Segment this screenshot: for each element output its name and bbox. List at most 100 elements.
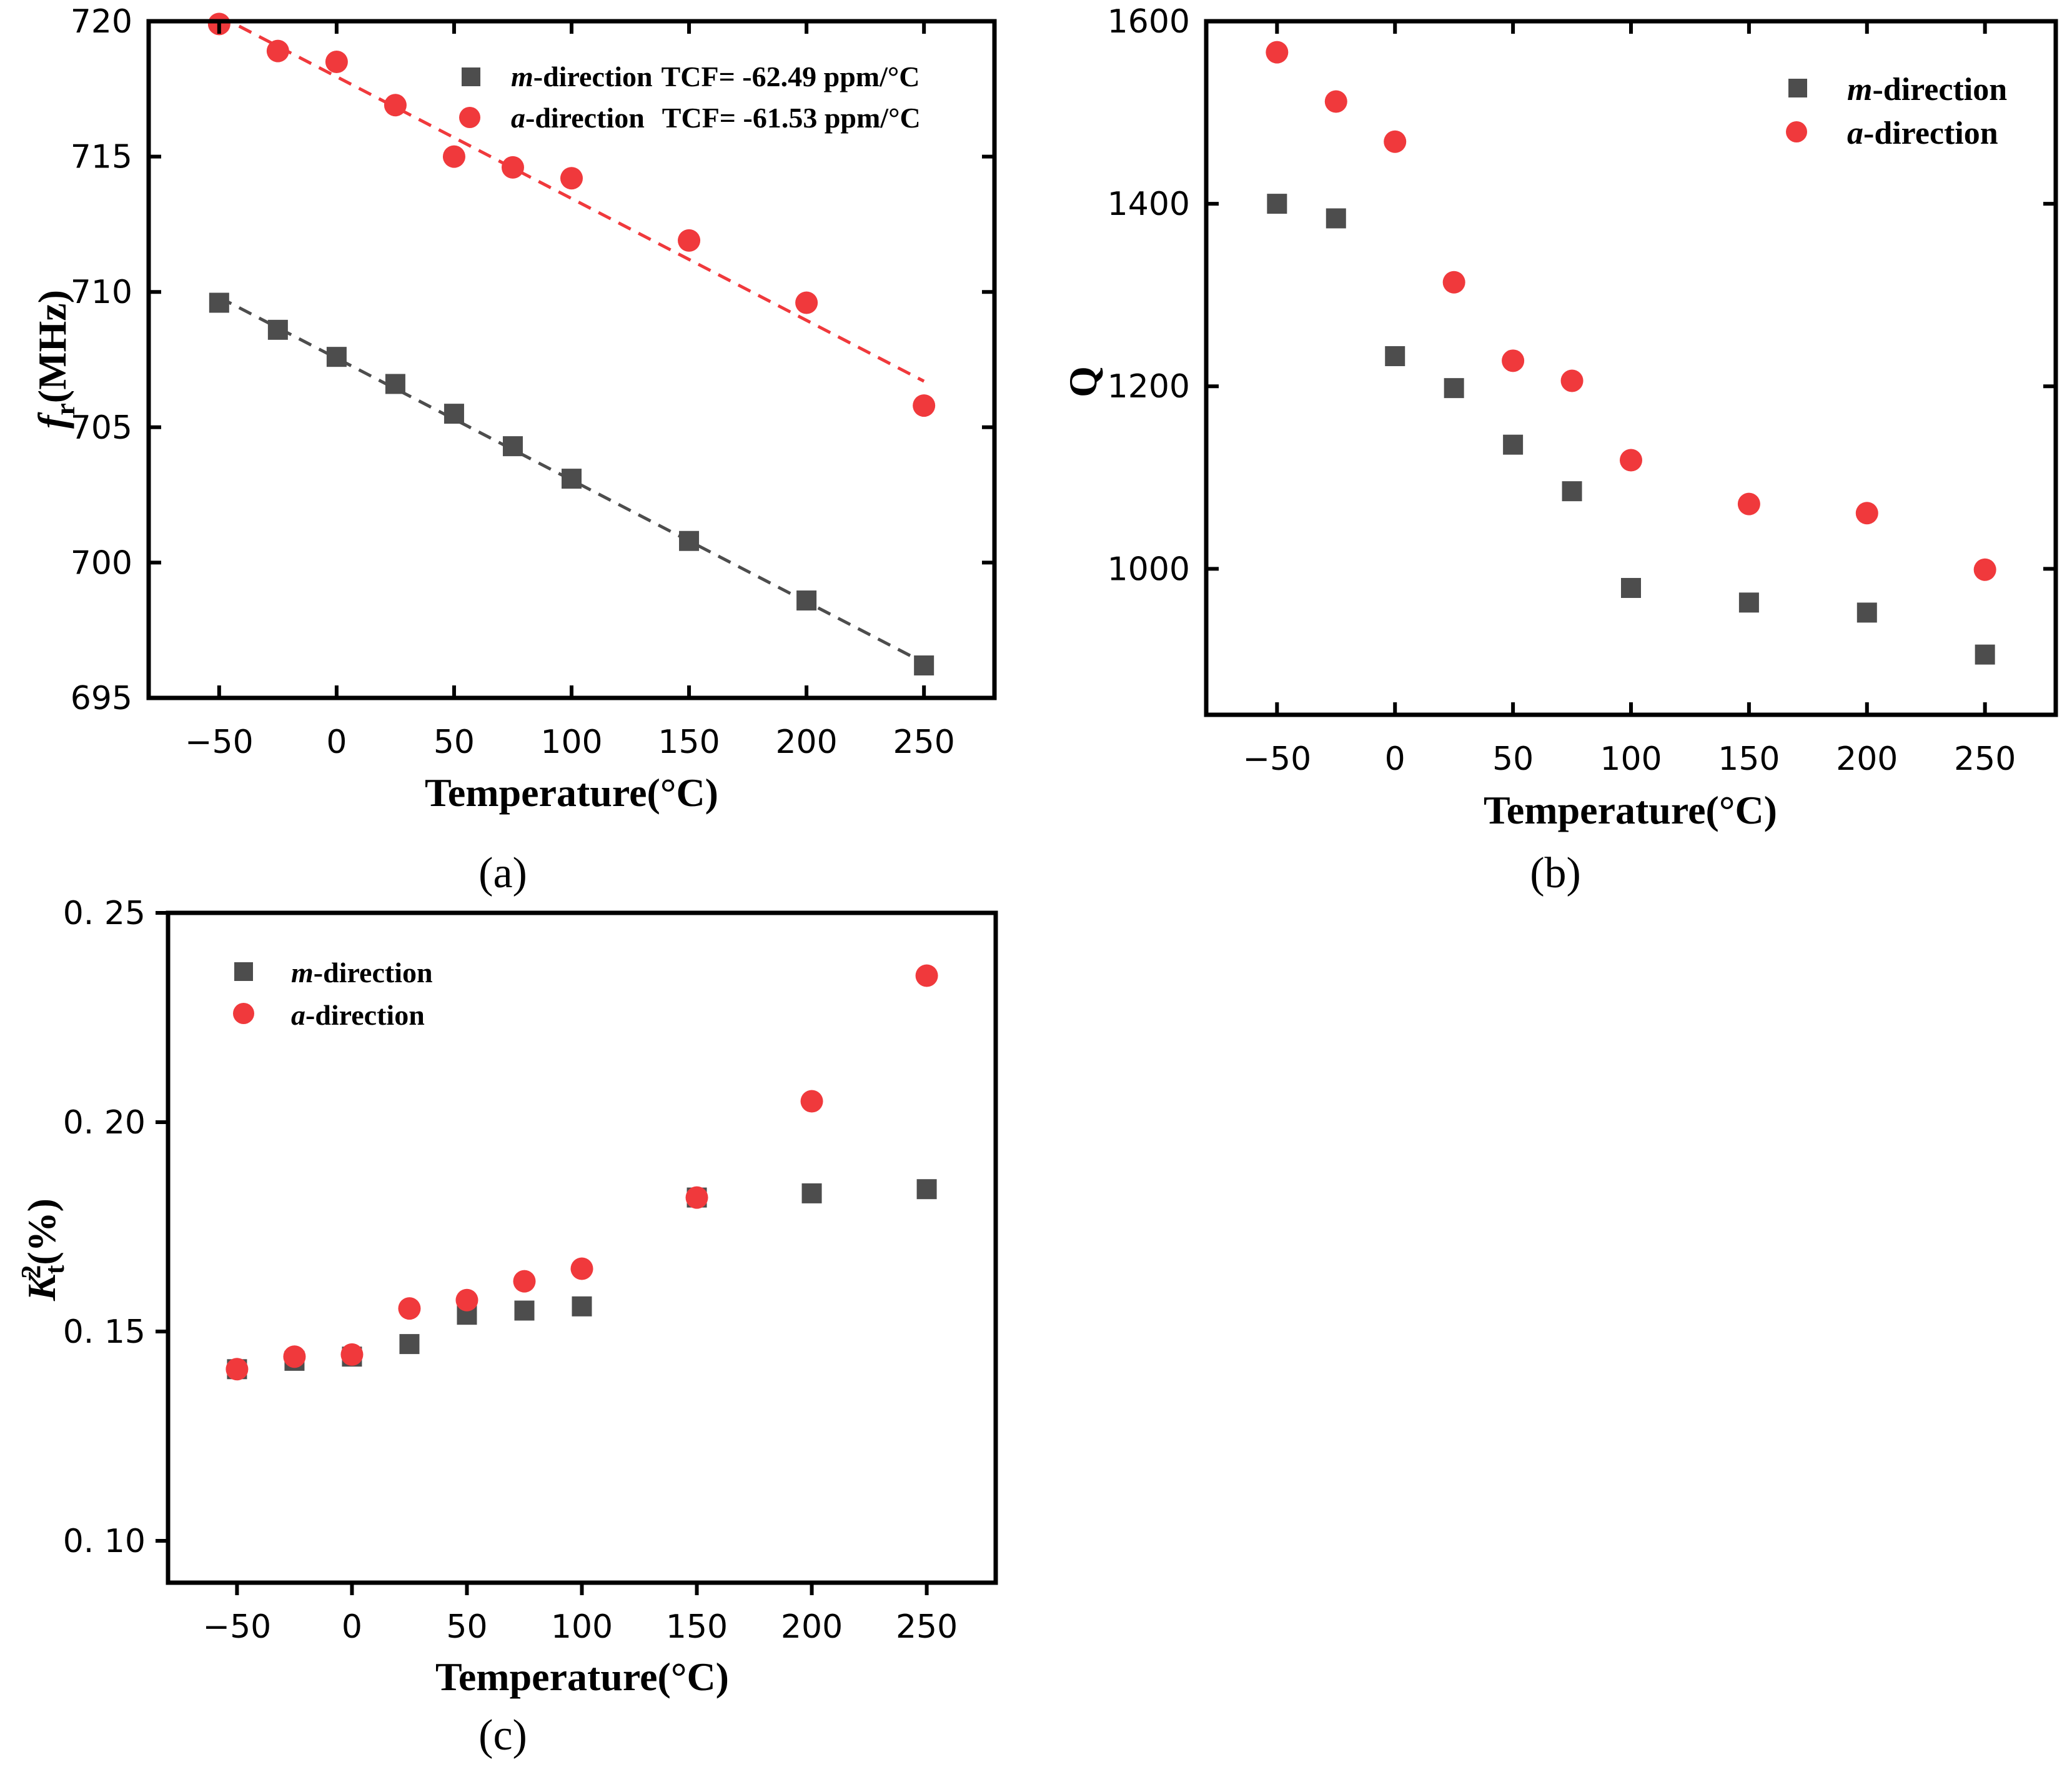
x-tick-label: 100 <box>551 1608 613 1646</box>
a-direction-point <box>266 39 289 62</box>
x-tick-label: 250 <box>893 724 955 761</box>
x-tick-label: 0 <box>342 1608 362 1646</box>
a-direction-point <box>1855 502 1878 525</box>
a-direction-point <box>1560 369 1584 392</box>
panel-c-marks <box>226 964 938 1381</box>
a-direction-point <box>513 1270 536 1293</box>
a-direction-point <box>340 1343 364 1366</box>
m-direction-point <box>1267 194 1287 214</box>
a-direction-point <box>455 1288 478 1312</box>
a-direction-point <box>570 1257 593 1280</box>
y-tick-label: 1200 <box>1108 368 1190 406</box>
legend-a-label: a-direction TCF= -61.53 ppm/°C <box>511 102 921 134</box>
m-direction-point <box>1621 577 1641 598</box>
a-direction-point <box>1384 130 1407 153</box>
x-tick-label: −50 <box>185 724 254 761</box>
legend-a-marker <box>233 1003 254 1024</box>
y-tick-label: 1600 <box>1108 3 1190 41</box>
panel-a-ticks: −50 0 50 100 150 200 250 695 700 705 710 715 720 <box>71 3 994 761</box>
a-direction-point <box>226 1358 249 1381</box>
m-direction-point <box>1444 378 1464 399</box>
x-tick-label: 250 <box>896 1608 958 1646</box>
legend-a-marker <box>459 107 480 128</box>
m-direction-point <box>502 436 523 457</box>
x-tick-label: 200 <box>775 724 837 761</box>
y-tick-label: 0. 25 <box>63 895 146 932</box>
panel-a-legend: m-direction TCF= -62.49 ppm/°C a-directio… <box>459 61 921 134</box>
panel-c-legend: m-direction a-direction <box>233 957 433 1031</box>
m-direction-point <box>679 530 700 551</box>
panel-c-caption: (c) <box>478 1711 527 1760</box>
m-direction-point <box>801 1183 822 1203</box>
a-direction-point <box>560 167 583 190</box>
x-tick-label: −50 <box>203 1608 272 1646</box>
x-tick-label: 200 <box>1836 740 1898 778</box>
m-direction-point <box>572 1296 592 1317</box>
a-direction-point <box>1266 41 1289 64</box>
panel-c-ticks: −50 0 50 100 150 200 250 0. 10 0. 15 0. 20 0. 25 <box>63 895 958 1646</box>
a-direction-point <box>678 229 701 252</box>
m-direction-point <box>399 1334 420 1355</box>
m-direction-point <box>444 404 464 424</box>
x-tick-label: 50 <box>434 724 475 761</box>
m-direction-point <box>1503 434 1524 455</box>
a-direction-point <box>1973 558 1996 581</box>
y-tick-label: 715 <box>71 139 132 176</box>
x-tick-label: 50 <box>1492 740 1534 778</box>
m-direction-point <box>1738 592 1759 613</box>
a-direction-point <box>283 1345 306 1368</box>
a-direction-point <box>913 394 936 417</box>
m-direction-point <box>514 1300 535 1321</box>
y-tick-label: 1400 <box>1108 186 1190 223</box>
legend-m-label: m-direction <box>291 957 433 988</box>
panel-c-coupling-chart: −50 0 50 100 150 200 250 0. 10 0. 15 0. 20 0. 25 m… <box>16 895 998 1760</box>
panel-b-q-chart: −50 0 50 100 150 200 250 1000 1200 1400 1600 m-dir… <box>1061 3 2058 897</box>
m-direction-point <box>1975 644 1995 665</box>
a-direction-point <box>1442 271 1465 294</box>
m-direction-point <box>1326 208 1346 229</box>
x-tick-label: 0 <box>326 724 347 761</box>
a-direction-point <box>1324 90 1347 113</box>
legend-a-label: a-direction <box>291 999 425 1031</box>
x-tick-label: 100 <box>1600 740 1662 778</box>
y-tick-label: 700 <box>71 544 132 582</box>
panel-a-marks <box>207 12 936 676</box>
y-tick-label: 1000 <box>1108 550 1190 588</box>
a-direction-point <box>384 94 407 117</box>
legend-a-marker <box>1786 121 1807 142</box>
m-direction-point <box>914 655 934 676</box>
m-direction-point <box>267 319 288 340</box>
m-direction-point <box>385 374 405 394</box>
a-direction-point <box>1737 492 1760 515</box>
panel-b-y-axis-title: Q <box>1061 366 1105 397</box>
y-tick-label: 0. 20 <box>63 1104 146 1142</box>
m-direction-point <box>1856 602 1877 623</box>
m-direction-point <box>796 590 817 611</box>
y-tick-label: 695 <box>71 680 132 717</box>
x-tick-label: 250 <box>1954 740 2016 778</box>
panel-b-x-axis-title: Temperature(°C) <box>1484 788 1777 832</box>
x-tick-label: −50 <box>1242 740 1311 778</box>
a-direction-point <box>398 1297 421 1320</box>
m-direction-point <box>326 347 347 367</box>
m-direction-point <box>916 1179 937 1200</box>
a-direction-point <box>442 145 465 168</box>
x-tick-label: 100 <box>540 724 602 761</box>
a-fit-line <box>218 14 925 383</box>
panel-b-frame <box>1204 19 2058 717</box>
y-tick-label: 0. 10 <box>63 1523 146 1560</box>
panel-b-legend: m-direction a-direction <box>1786 72 2007 151</box>
panel-a-frequency-chart: −50 0 50 100 150 200 250 695 700 705 710 715 720 m-d… <box>30 3 997 897</box>
legend-m-label: m-direction <box>1847 72 2007 107</box>
panel-c-x-axis-title: Temperature(°C) <box>435 1655 729 1699</box>
y-tick-label: 710 <box>71 274 132 311</box>
a-direction-point <box>1620 449 1642 472</box>
legend-a-label: a-direction <box>1847 116 1998 151</box>
x-tick-label: 150 <box>666 1608 728 1646</box>
y-tick-label: 720 <box>71 3 132 41</box>
m-direction-point <box>562 469 582 489</box>
x-tick-label: 150 <box>658 724 720 761</box>
a-direction-point <box>915 964 938 987</box>
panel-b-ticks: −50 0 50 100 150 200 250 1000 1200 1400 1600 <box>1108 3 2056 778</box>
